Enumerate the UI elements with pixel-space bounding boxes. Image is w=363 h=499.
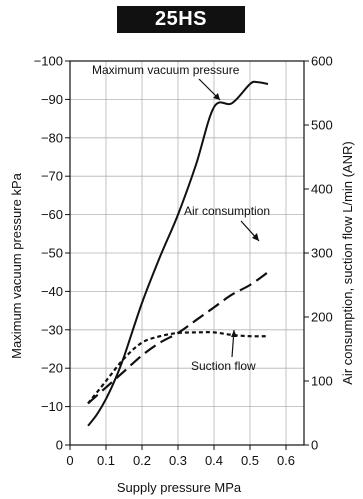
annotation-vacuum: Maximum vacuum pressure (92, 63, 240, 77)
y2-tick-label: 300 (311, 246, 333, 261)
y-tick-label: −100 (34, 54, 63, 69)
x-tick-label: 0.1 (97, 453, 115, 468)
chart-title-badge: 25HS (117, 6, 245, 33)
y-tick-label: −90 (41, 92, 63, 107)
x-tick-label: 0.3 (169, 453, 187, 468)
y2-tick-label: 400 (311, 182, 333, 197)
x-tick-label: 0.5 (241, 453, 259, 468)
y2-tick-label: 500 (311, 118, 333, 133)
y2-tick-label: 600 (311, 54, 333, 69)
y2-tick-label: 0 (311, 438, 318, 453)
series-line-suction-flow (87, 331, 269, 405)
arrowhead-air (252, 233, 259, 241)
plot-frame (65, 60, 309, 450)
y-tick-label: −20 (41, 361, 63, 376)
series-lines (87, 80, 269, 427)
y-tick-label: −10 (41, 399, 63, 414)
tick-labels: 0 0.1 0.2 0.3 0.4 0.5 0.6 0 −10 −20 −30 −40 −50 −60 −7… (34, 54, 333, 469)
y-axis-title: Maximum vacuum pressure kPa (9, 172, 24, 358)
annotation-air: Air consumption (184, 204, 270, 218)
y-tick-label: −30 (41, 322, 63, 337)
x-tick-label: 0.2 (133, 453, 151, 468)
y2-tick-label: 100 (311, 374, 333, 389)
y-tick-label: −60 (41, 207, 63, 222)
x-axis-title: Supply pressure MPa (117, 480, 242, 495)
x-tick-label: 0.4 (205, 453, 223, 468)
y2-axis-title: Air consumption, suction flow L/min (ANR… (340, 141, 355, 384)
y-tick-label: 0 (56, 438, 63, 453)
y-tick-label: −40 (41, 284, 63, 299)
y-tick-label: −70 (41, 169, 63, 184)
plot-border (69, 60, 305, 446)
series-line-maximum-vacuum-pressure (87, 80, 269, 427)
y2-tick-label: 200 (311, 310, 333, 325)
annotation-suction: Suction flow (191, 359, 256, 373)
y-tick-label: −80 (41, 130, 63, 145)
arrowhead-vacuum (213, 93, 220, 100)
arrowhead-suction (231, 330, 237, 337)
y-tick-label: −50 (41, 246, 63, 261)
x-tick-label: 0 (66, 453, 73, 468)
x-tick-label: 0.6 (277, 453, 295, 468)
